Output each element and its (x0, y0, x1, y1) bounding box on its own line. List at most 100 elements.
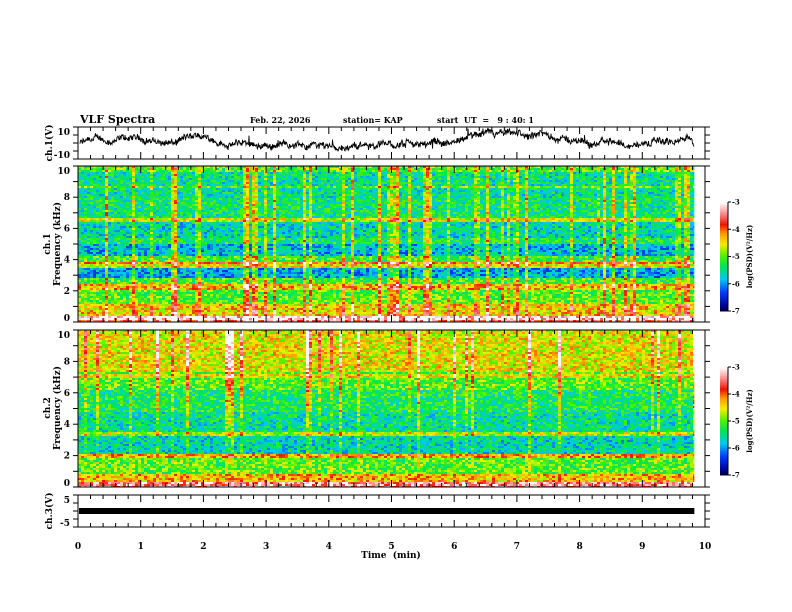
ch1-spectrogram-pixel (132, 204, 135, 206)
ch1-spectrogram-pixel (192, 208, 195, 210)
ch1-spectrogram-pixel (366, 212, 369, 214)
ch1-spectrogram-pixel (228, 190, 231, 192)
ch1-spectrogram-pixel (504, 184, 507, 186)
ch1-spectrogram-pixel (510, 180, 513, 182)
ch1-spectrogram-pixel (246, 194, 249, 196)
ch1-spectrogram-pixel (384, 170, 387, 172)
ch1-spectrogram-pixel (618, 188, 621, 190)
ch1-spectrogram-pixel (213, 188, 216, 190)
ch1-spectrogram-pixel (492, 198, 495, 200)
ch1-spectrogram-pixel (600, 206, 603, 208)
ch1-spectrogram-pixel (99, 174, 102, 176)
ch1-spectrogram-pixel (564, 188, 567, 190)
ch1-spectrogram-pixel (81, 192, 84, 194)
ch1-spectrogram-pixel (102, 198, 105, 200)
ch1-spectrogram-pixel (138, 176, 141, 178)
ch1-spectrogram-pixel (582, 202, 585, 204)
ch1-spectrogram-pixel (117, 186, 120, 188)
ch1-spectrogram-pixel (528, 190, 531, 192)
ch1-spectrogram-pixel (177, 186, 180, 188)
ch1-spectrogram-pixel (690, 200, 693, 202)
ch1-spectrogram-pixel (183, 210, 186, 212)
ch1-spectrogram-pixel (591, 172, 594, 174)
ch1-spectrogram-pixel (498, 174, 501, 176)
ch1-spectrogram-pixel (147, 212, 150, 214)
ch1-spectrogram-pixel (333, 212, 336, 214)
ch1-spectrogram-pixel (684, 180, 687, 182)
ch1-spectrogram-pixel (351, 198, 354, 200)
ch1-spectrogram-pixel (237, 204, 240, 206)
ch1-spectrogram-pixel (489, 188, 492, 190)
ch1-spectrogram-pixel (285, 174, 288, 176)
ch1-spectrogram-pixel (339, 208, 342, 210)
ch1-spectrogram-pixel (669, 170, 672, 172)
ch1-spectrogram-pixel (480, 208, 483, 210)
ch1-spectrogram-pixel (120, 182, 123, 184)
ch1-spectrogram-pixel (243, 176, 246, 178)
ch1-spectrogram-pixel (120, 194, 123, 196)
ch1-spectrogram-pixel (228, 200, 231, 202)
ch1-spectrogram-pixel (228, 208, 231, 210)
ch1-spectrogram-pixel (612, 186, 615, 188)
ch1-spectrogram-pixel (501, 174, 504, 176)
ch1-spectrogram-pixel (645, 196, 648, 198)
ch1-spectrogram-pixel (456, 202, 459, 204)
ch1-spectrogram-pixel (555, 178, 558, 180)
ch1-spectrogram-pixel (135, 176, 138, 178)
ch1-spectrogram-pixel (531, 198, 534, 200)
ch1-spectrogram-pixel (594, 200, 597, 202)
ch1-spectrogram-pixel (612, 182, 615, 184)
ch1-spectrogram-pixel (315, 210, 318, 212)
ch1-spectrogram-pixel (588, 184, 591, 186)
ch1-spectrogram-pixel (315, 204, 318, 206)
ch1-spectrogram-pixel (321, 170, 324, 172)
ch1-spectrogram-pixel (546, 170, 549, 172)
ch1-spectrogram-pixel (330, 168, 333, 170)
ch1-spectrogram-pixel (153, 202, 156, 204)
ch1-spectrogram-pixel (381, 200, 384, 202)
ch1-spectrogram-pixel (354, 200, 357, 202)
ch1-spectrogram-pixel (243, 200, 246, 202)
ch1-spectrogram-pixel (444, 196, 447, 198)
ch1-spectrogram-pixel (609, 184, 612, 186)
ch1-spectrogram-pixel (396, 170, 399, 172)
ch1-spectrogram-pixel (681, 200, 684, 202)
ch1-spectrogram-pixel (606, 198, 609, 200)
ch1-spectrogram-pixel (588, 198, 591, 200)
ch1-spectrogram-pixel (255, 168, 258, 170)
ch1-spectrogram-pixel (234, 168, 237, 170)
ch1-spectrogram-pixel (687, 210, 690, 212)
ch1-spectrogram-pixel (108, 212, 111, 214)
ch1-spectrogram-pixel (558, 210, 561, 212)
ch1-spectrogram-pixel (582, 192, 585, 194)
ch1-spectrogram-pixel (156, 210, 159, 212)
ch1-spectrogram-pixel (366, 192, 369, 194)
ch1-spectrogram-pixel (480, 188, 483, 190)
ch1-spectrogram-pixel (150, 210, 153, 212)
ch1-spectrogram-pixel (312, 168, 315, 170)
ch1-spectrogram-pixel (315, 188, 318, 190)
ch1-spectrogram-pixel (366, 176, 369, 178)
ch1-spectrogram-pixel (690, 178, 693, 180)
ch1-spectrogram-pixel (603, 170, 606, 172)
ch1-spectrogram-pixel (177, 190, 180, 192)
ch1-spectrogram-pixel (345, 194, 348, 196)
ch1-spectrogram-pixel (657, 172, 660, 174)
ch1-spectrogram-pixel (486, 168, 489, 170)
ch1-spectrogram-pixel (669, 184, 672, 186)
ch1-spectrogram-pixel (516, 176, 519, 178)
ch1-spectrogram-pixel (399, 168, 402, 170)
ch1-spectrogram-pixel (237, 196, 240, 198)
ch1-spectrogram-pixel (579, 206, 582, 208)
ch1-spectrogram-pixel (192, 204, 195, 206)
ch1-spectrogram-pixel (195, 198, 198, 200)
ch1-spectrogram-pixel (393, 170, 396, 172)
ch1-spectrogram-pixel (297, 184, 300, 186)
ch1-spectrogram-pixel (519, 208, 522, 210)
ch1-spectrogram-pixel (306, 186, 309, 188)
ch1-spectrogram-pixel (615, 188, 618, 190)
ch1-spectrogram-pixel (147, 190, 150, 192)
ch1-spectrogram-pixel (447, 182, 450, 184)
ch1-spectrogram-pixel (225, 212, 228, 214)
ch1-spectrogram-pixel (306, 184, 309, 186)
